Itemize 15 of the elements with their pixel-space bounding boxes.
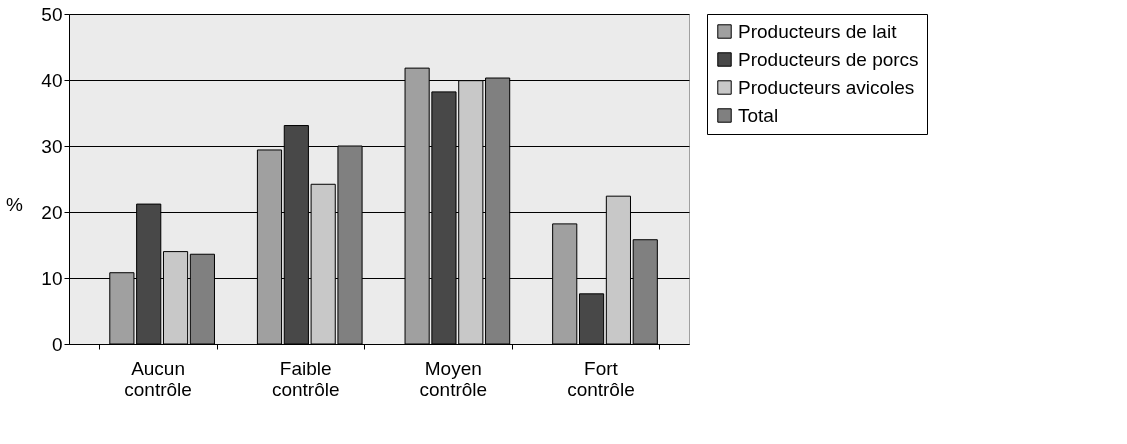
- x-tick-label: Fort contrôle: [567, 357, 635, 400]
- y-tick-label: 30: [41, 135, 63, 157]
- y-tick-label: 20: [41, 201, 63, 223]
- legend-label: Producteurs avicoles: [738, 76, 915, 98]
- y-tick-label: 0: [51, 333, 63, 355]
- legend-label: Producteurs de lait: [738, 20, 898, 42]
- legend-label: Total: [738, 104, 779, 126]
- legend-label: Producteurs de porcs: [738, 48, 919, 70]
- x-tick-label: Faible contrôle: [271, 357, 340, 400]
- y-tick-label: 40: [41, 69, 63, 91]
- x-tick-label: Moyen contrôle: [419, 357, 488, 400]
- y-axis-title: %: [6, 193, 24, 215]
- y-tick-label: 50: [41, 3, 63, 25]
- x-tick-label: Aucun contrôle: [124, 357, 192, 400]
- y-tick-label: 10: [41, 267, 63, 289]
